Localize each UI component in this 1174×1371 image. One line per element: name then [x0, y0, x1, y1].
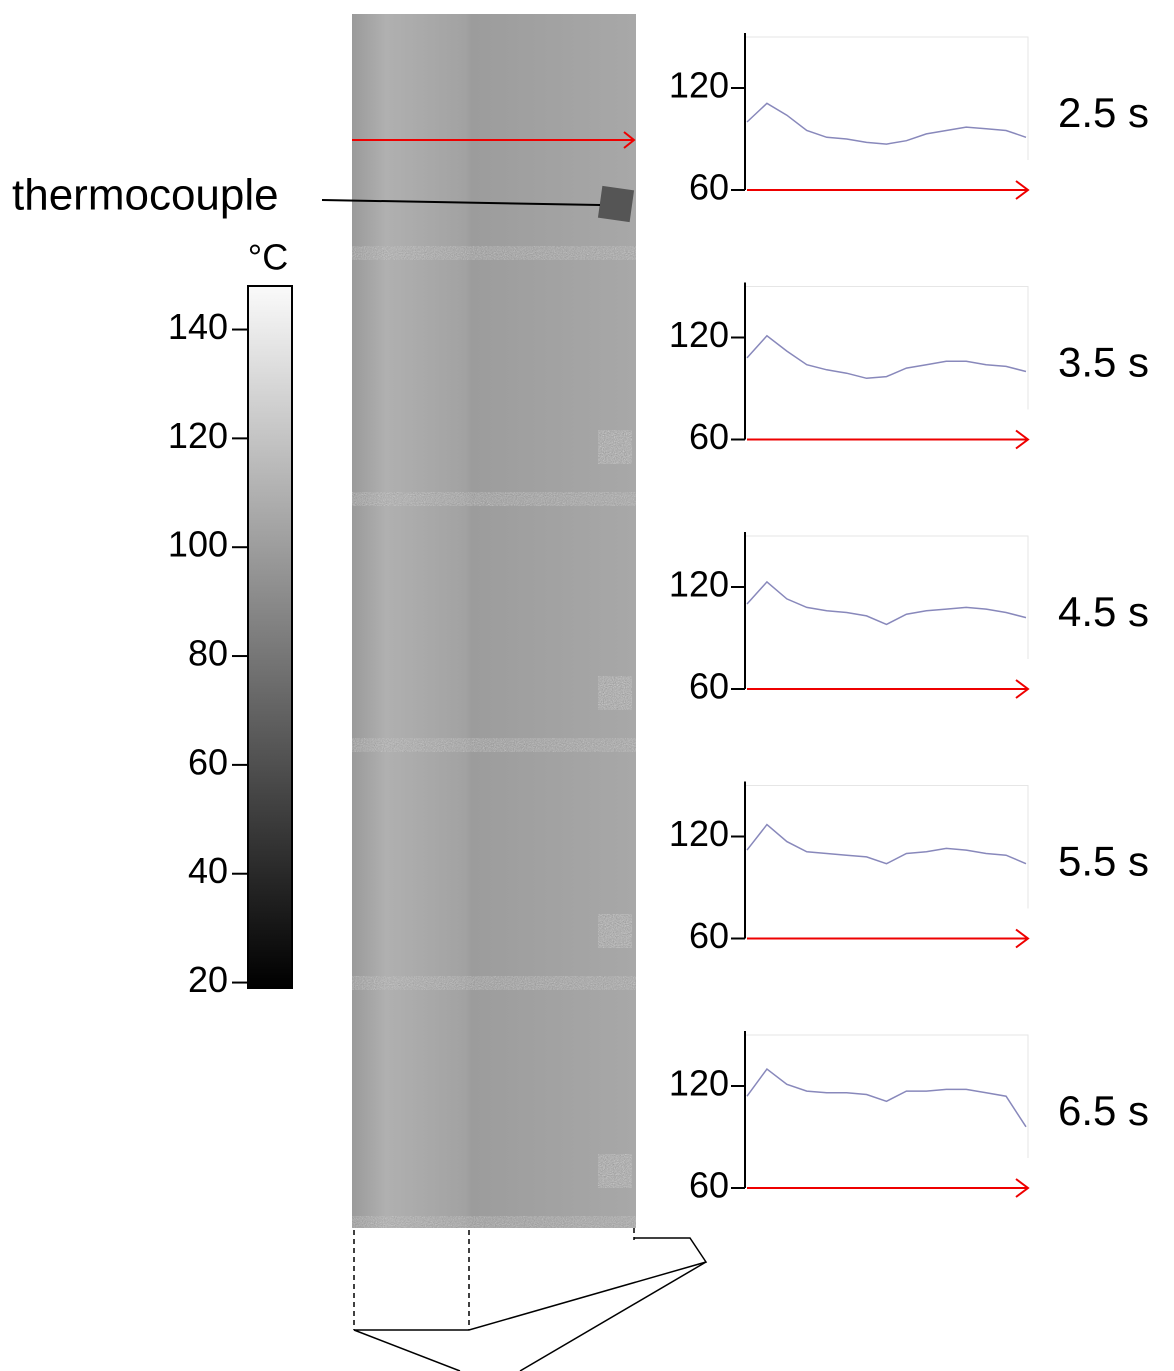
- plot-frame: [745, 535, 1029, 659]
- y-tick-label: 60: [689, 416, 729, 457]
- y-tick-label: 120: [168, 415, 228, 456]
- y-tick-label: 120: [669, 314, 729, 355]
- y-tick-label: 60: [689, 167, 729, 208]
- y-tick-label: 120: [669, 564, 729, 605]
- colorbar-unit: °C: [248, 237, 288, 278]
- y-tick-label: 60: [689, 1165, 729, 1206]
- arrow-head: [1015, 679, 1030, 699]
- profile-line: [746, 334, 1027, 380]
- thermocouple-patch: [598, 914, 632, 948]
- schematic: [353, 1228, 708, 1371]
- colorbar: [247, 285, 293, 989]
- y-tick-label: 60: [689, 666, 729, 707]
- annotation: thermocouple: [12, 171, 279, 220]
- plot-frame: [745, 36, 1029, 160]
- time-label: 4.5 s: [1058, 588, 1149, 635]
- arrow-head: [623, 131, 636, 149]
- arrow-head: [1015, 180, 1030, 200]
- thermocouple-patch: [598, 1154, 632, 1188]
- y-tick-label: 100: [168, 524, 228, 565]
- time-label: 2.5 s: [1058, 89, 1149, 136]
- profile-line: [746, 1067, 1027, 1128]
- noise-strip: [352, 492, 636, 506]
- noise-strip: [352, 738, 636, 752]
- plot-frame: [745, 1034, 1029, 1158]
- noise-strip: [352, 1216, 636, 1228]
- time-label: 5.5 s: [1058, 838, 1149, 885]
- noise-strip: [352, 976, 636, 990]
- y-tick-label: 80: [188, 633, 228, 674]
- plot-frame: [745, 286, 1029, 410]
- profile-line: [746, 102, 1027, 145]
- thermal-images: [352, 14, 636, 1228]
- profile-line: [746, 823, 1027, 865]
- y-tick-label: 60: [188, 741, 228, 782]
- profile-line: [746, 580, 1027, 626]
- y-tick-label: 140: [168, 306, 228, 347]
- thermal-image: [352, 14, 636, 1228]
- plot-frame: [745, 785, 1029, 909]
- time-label: 3.5 s: [1058, 339, 1149, 386]
- thermocouple-patch: [598, 430, 632, 464]
- leader-line: [321, 199, 601, 206]
- y-tick-label: 20: [188, 959, 228, 1000]
- outline: [353, 1237, 708, 1371]
- time-label: 6.5 s: [1058, 1087, 1149, 1134]
- y-tick-label: 120: [669, 813, 729, 854]
- thermocouple-patch: [597, 185, 635, 223]
- y-tick-label: 60: [689, 915, 729, 956]
- outline: [519, 1261, 707, 1371]
- noise-strip: [352, 246, 636, 260]
- thermocouple-patch: [598, 676, 632, 710]
- y-tick-label: 120: [669, 1063, 729, 1104]
- arrow-head: [1015, 429, 1030, 450]
- arrow-head: [1015, 928, 1030, 949]
- arrow-head: [1015, 1178, 1030, 1198]
- y-tick-label: 40: [188, 850, 228, 891]
- y-tick-label: 120: [669, 65, 729, 106]
